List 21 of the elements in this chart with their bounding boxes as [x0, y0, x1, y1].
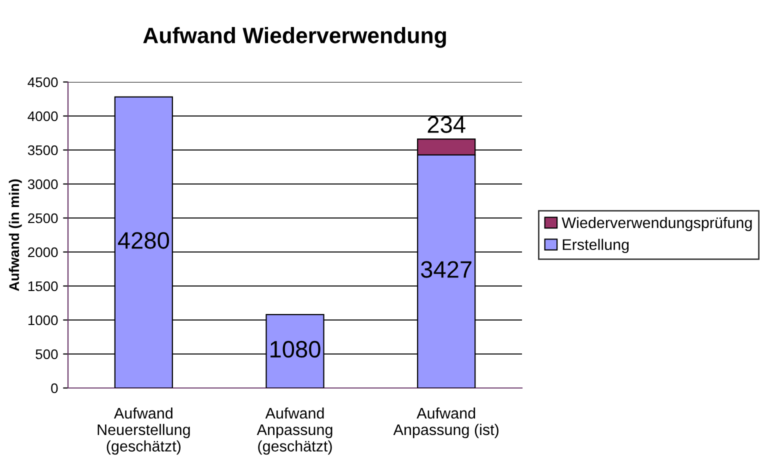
- data-label: 4280: [118, 232, 170, 249]
- x-tick-label: Aufwand Neuerstellung (geschätzt): [98, 407, 190, 455]
- y-tick-label: 1500: [28, 281, 58, 292]
- legend-label: Wiederverwendungsprüfung: [562, 216, 752, 232]
- y-tick-label: 500: [36, 349, 58, 360]
- y-axis-title: Aufwand (in min): [8, 179, 22, 291]
- data-label: 1080: [270, 340, 320, 358]
- y-tick-label: 0: [51, 383, 58, 394]
- legend-label: Erstellung: [562, 238, 629, 254]
- data-label: 3427: [420, 261, 472, 278]
- x-tick-label: Aufwand Anpassung (ist): [393, 407, 498, 438]
- data-label: 234: [428, 116, 466, 134]
- y-tick-label: 4500: [28, 77, 58, 88]
- x-tick-label: Aufwand Anpassung (geschätzt): [256, 407, 332, 455]
- y-tick-label: 4000: [28, 111, 58, 122]
- y-tick-label: 3000: [28, 179, 58, 190]
- y-tick-label: 2500: [28, 213, 58, 224]
- chart-title: Aufwand Wiederverwendung: [143, 27, 446, 48]
- y-tick-label: 2000: [28, 247, 58, 258]
- y-tick-label: 1000: [28, 315, 58, 326]
- y-tick-label: 3500: [28, 145, 58, 156]
